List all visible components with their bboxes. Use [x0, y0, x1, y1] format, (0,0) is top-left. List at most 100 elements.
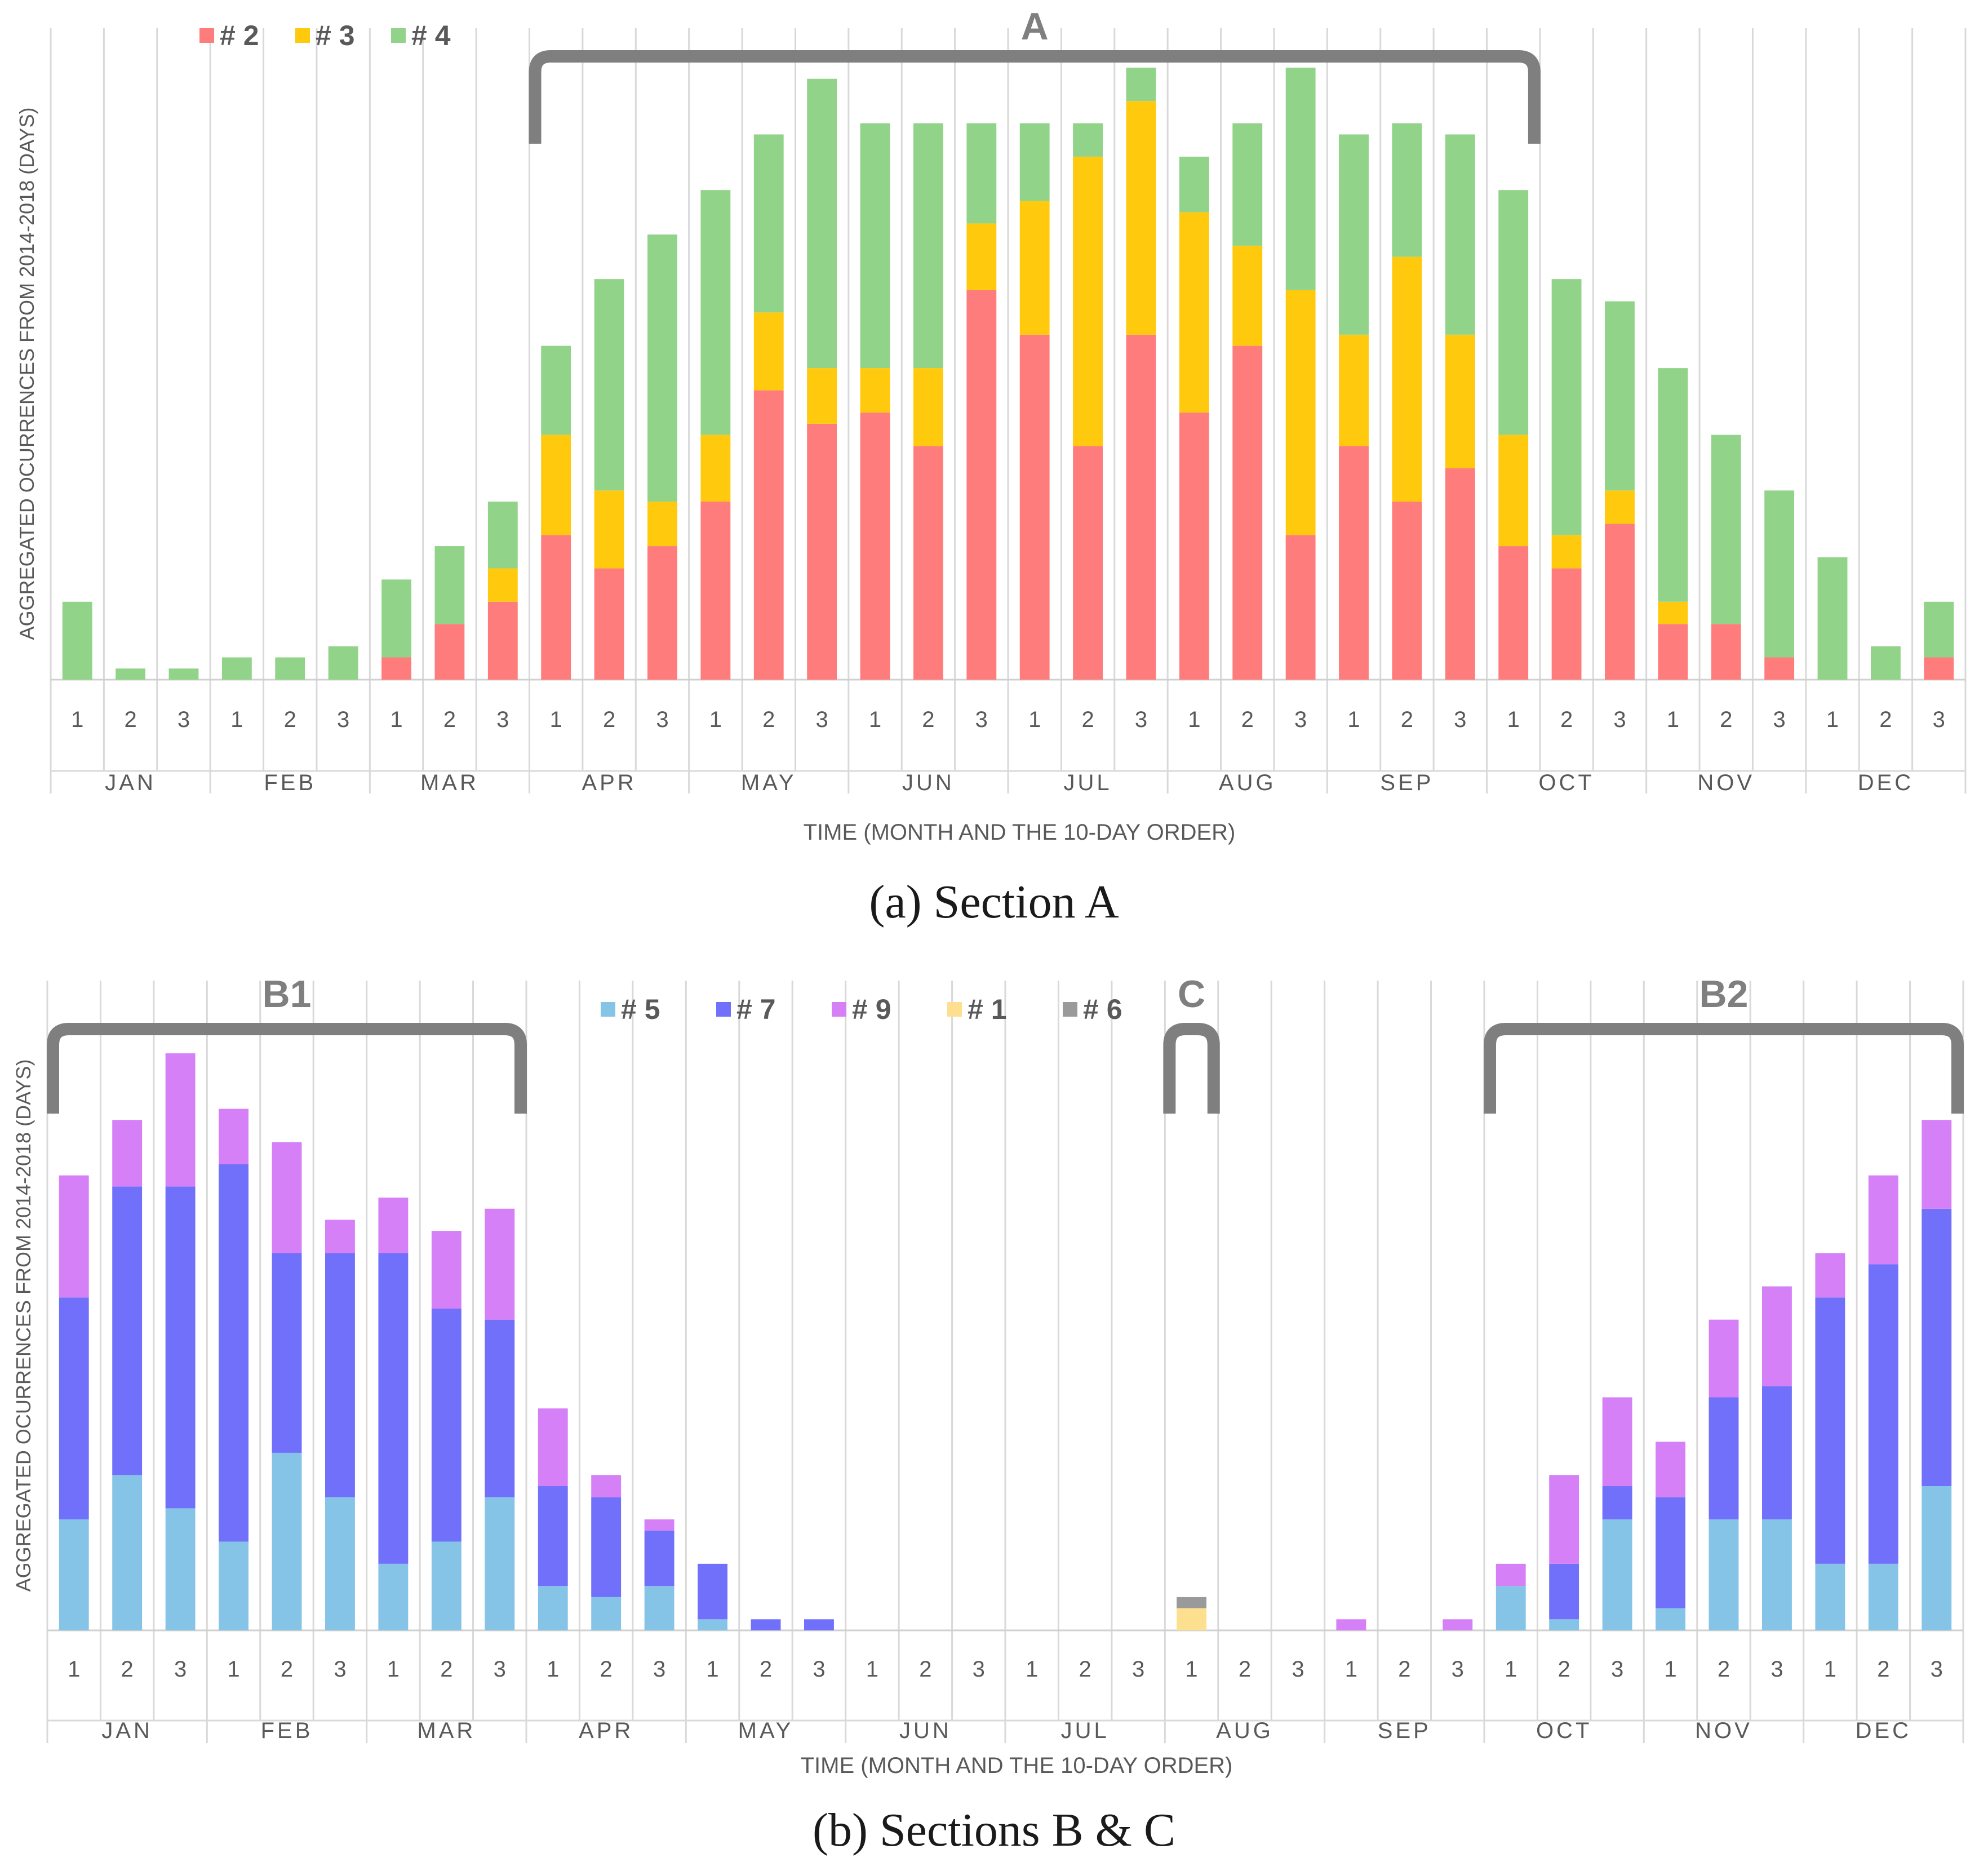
month-label-oct: OCT — [1536, 1718, 1592, 1743]
month-label-aug: AUG — [1216, 1718, 1273, 1743]
bar-4-apr-2 — [594, 279, 624, 491]
bar-5-jan-1 — [59, 1519, 89, 1630]
month-label-sep: SEP — [1378, 1718, 1431, 1743]
bar-5-jan-3 — [165, 1508, 196, 1630]
bar-2-jun-3 — [966, 290, 997, 680]
bracket-c: C — [1163, 973, 1220, 1114]
legend-swatch — [391, 28, 406, 43]
bar-2-mar-3 — [487, 601, 518, 680]
dekad-tick-label: 3 — [1770, 1657, 1783, 1682]
bar-2-aug-2 — [1232, 345, 1263, 680]
bar-4-sep-2 — [1392, 123, 1422, 257]
bar-3-aug-2 — [1232, 245, 1263, 346]
month-label-mar: MAR — [420, 770, 479, 795]
bar-7-mar-3 — [485, 1319, 515, 1497]
month-label-feb: FEB — [264, 770, 316, 795]
bar-2-jul-2 — [1073, 446, 1103, 680]
dekad-tick-label: 3 — [1132, 1657, 1144, 1682]
bar-5-dec-3 — [1922, 1486, 1952, 1630]
dekad-tick-label: 2 — [1560, 707, 1573, 732]
legend-label: # 9 — [852, 994, 891, 1025]
bar-7-may-2 — [751, 1619, 781, 1630]
bar-4-nov-3 — [1764, 490, 1795, 658]
bar-7-dec-2 — [1868, 1264, 1898, 1564]
dekad-tick-label: 2 — [762, 707, 775, 732]
bar-3-oct-2 — [1551, 535, 1582, 569]
dekad-tick-label: 2 — [124, 707, 136, 732]
dekad-tick-label: 1 — [547, 1657, 559, 1682]
legend-label: # 6 — [1083, 994, 1122, 1025]
bar-4-dec-2 — [1870, 646, 1901, 680]
dekad-tick-label: 2 — [1398, 1657, 1410, 1682]
bar-5-jan-2 — [112, 1475, 143, 1630]
bar-9-nov-2 — [1709, 1319, 1739, 1398]
bar-5-nov-2 — [1709, 1519, 1739, 1630]
bar-4-jun-2 — [913, 123, 943, 369]
bar-2-nov-3 — [1764, 657, 1795, 680]
bar-2-mar-1 — [381, 657, 411, 680]
dekad-tick-label: 3 — [1773, 707, 1786, 732]
bar-4-aug-2 — [1232, 123, 1263, 246]
bar-7-may-1 — [698, 1563, 727, 1620]
bar-5-may-1 — [698, 1619, 727, 1630]
bar-2-dec-3 — [1924, 657, 1954, 680]
bar-4-nov-1 — [1658, 368, 1688, 602]
bracket-line — [1484, 1023, 1964, 1114]
bracket-label: B1 — [263, 973, 312, 1016]
bar-5-mar-2 — [431, 1541, 462, 1630]
y-axis-title: AGGREGATED OCURRENCES FROM 2014-2018 (DA… — [12, 1059, 35, 1592]
bar-2-may-2 — [753, 390, 784, 680]
month-label-mar: MAR — [417, 1718, 476, 1743]
legend-swatch — [947, 1002, 962, 1017]
bracket-line — [529, 50, 1541, 144]
legend-swatch — [716, 1002, 731, 1017]
y-axis-title: AGGREGATED OCURRENCES FROM 2014-2018 (DA… — [15, 108, 38, 640]
month-label-jul: JUL — [1061, 1718, 1110, 1743]
dekad-tick-label: 3 — [1292, 1657, 1304, 1682]
bar-4-jun-1 — [860, 123, 890, 369]
legend-label: # 4 — [411, 20, 451, 51]
bar-6-aug-1 — [1177, 1597, 1206, 1608]
bar-3-sep-1 — [1339, 334, 1369, 446]
bar-2-oct-2 — [1551, 568, 1582, 680]
bar-4-may-3 — [807, 78, 837, 369]
dekad-tick-label: 3 — [656, 707, 668, 732]
legend-item-5: # 5 — [601, 994, 660, 1025]
legend-item-7: # 7 — [716, 994, 776, 1025]
bar-3-sep-2 — [1392, 256, 1422, 502]
bar-7-nov-3 — [1762, 1386, 1792, 1520]
month-label-jan: JAN — [101, 1718, 153, 1743]
dekad-tick-label: 1 — [1026, 1657, 1038, 1682]
bar-5-apr-2 — [591, 1597, 622, 1630]
legend-swatch — [832, 1002, 846, 1017]
bar-2-oct-1 — [1498, 546, 1529, 680]
bar-5-oct-2 — [1549, 1619, 1579, 1630]
bar-3-aug-3 — [1285, 290, 1316, 535]
bar-2-nov-2 — [1711, 624, 1741, 680]
bar-2-may-1 — [700, 502, 731, 680]
dekad-tick-label: 3 — [496, 707, 509, 732]
bar-4-jan-1 — [62, 601, 92, 680]
dekad-tick-label: 3 — [975, 707, 988, 732]
chart-panel-1: 1 2 3 1 2 3 1 2 3 1 2 3 1 2 3 1 2 3 1 2 3 1 2 3 1 2 3 1 2 3 1 2 3 1 2 3 JAN F… — [15, 5, 1967, 928]
bar-3-jul-3 — [1126, 101, 1156, 335]
bar-2-jul-1 — [1019, 334, 1050, 680]
dekad-tick-label: 3 — [816, 707, 828, 732]
bar-7-nov-2 — [1709, 1397, 1739, 1520]
bar-3-apr-1 — [541, 435, 571, 535]
dekad-tick-label: 2 — [281, 1657, 293, 1682]
bar-9-oct-2 — [1549, 1475, 1579, 1564]
bar-2-apr-1 — [541, 535, 571, 680]
dekad-tick-label: 1 — [1188, 707, 1200, 732]
bar-3-may-1 — [700, 435, 731, 502]
month-label-jun: JUN — [899, 1718, 952, 1743]
month-label-sep: SEP — [1380, 770, 1434, 795]
legend-label: # 7 — [736, 994, 776, 1025]
bar-4-may-2 — [753, 134, 784, 313]
bracket-a: A — [529, 5, 1541, 144]
bar-4-jan-2 — [116, 668, 146, 680]
dekad-tick-label: 1 — [706, 1657, 718, 1682]
bar-2-jun-2 — [913, 446, 943, 680]
month-label-may: MAY — [738, 1718, 794, 1743]
month-label-nov: NOV — [1695, 1718, 1752, 1743]
